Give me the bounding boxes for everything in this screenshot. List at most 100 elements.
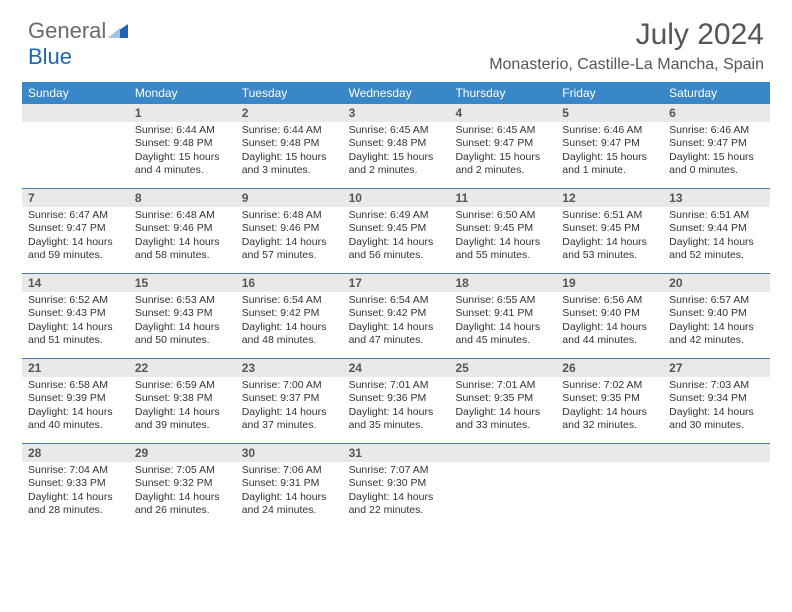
day-cell: 28Sunrise: 7:04 AMSunset: 9:33 PMDayligh… — [22, 444, 129, 522]
day-number: 3 — [343, 104, 450, 122]
brand-triangle-icon — [108, 18, 128, 44]
sunset-text: Sunset: 9:47 PM — [669, 137, 764, 150]
sunrise-text: Sunrise: 6:48 AM — [135, 209, 230, 222]
sunrise-text: Sunrise: 6:51 AM — [669, 209, 764, 222]
day-body: Sunrise: 6:47 AMSunset: 9:47 PMDaylight:… — [22, 207, 129, 265]
daylight-text: Daylight: 14 hours and 50 minutes. — [135, 321, 230, 348]
header: GeneralBlue July 2024 Monasterio, Castil… — [0, 0, 792, 74]
week-row: 14Sunrise: 6:52 AMSunset: 9:43 PMDayligh… — [22, 273, 770, 358]
sunset-text: Sunset: 9:47 PM — [562, 137, 657, 150]
calendar: Sunday Monday Tuesday Wednesday Thursday… — [22, 82, 770, 528]
day-number: 24 — [343, 359, 450, 377]
day-cell: 7Sunrise: 6:47 AMSunset: 9:47 PMDaylight… — [22, 189, 129, 267]
sunrise-text: Sunrise: 7:01 AM — [455, 379, 550, 392]
day-number: 26 — [556, 359, 663, 377]
day-number: 11 — [449, 189, 556, 207]
daylight-text: Daylight: 14 hours and 45 minutes. — [455, 321, 550, 348]
sunrise-text: Sunrise: 6:46 AM — [562, 124, 657, 137]
sunset-text: Sunset: 9:40 PM — [562, 307, 657, 320]
daylight-text: Daylight: 15 hours and 3 minutes. — [242, 151, 337, 178]
day-number: 22 — [129, 359, 236, 377]
dow-cell: Sunday — [22, 82, 129, 104]
day-cell — [449, 444, 556, 522]
day-cell: 8Sunrise: 6:48 AMSunset: 9:46 PMDaylight… — [129, 189, 236, 267]
sunset-text: Sunset: 9:47 PM — [28, 222, 123, 235]
daylight-text: Daylight: 14 hours and 22 minutes. — [349, 491, 444, 518]
sunset-text: Sunset: 9:48 PM — [349, 137, 444, 150]
sunset-text: Sunset: 9:46 PM — [242, 222, 337, 235]
day-number: 20 — [663, 274, 770, 292]
sunrise-text: Sunrise: 7:05 AM — [135, 464, 230, 477]
sunset-text: Sunset: 9:41 PM — [455, 307, 550, 320]
day-cell: 27Sunrise: 7:03 AMSunset: 9:34 PMDayligh… — [663, 359, 770, 437]
day-cell: 14Sunrise: 6:52 AMSunset: 9:43 PMDayligh… — [22, 274, 129, 352]
daylight-text: Daylight: 14 hours and 30 minutes. — [669, 406, 764, 433]
day-cell: 25Sunrise: 7:01 AMSunset: 9:35 PMDayligh… — [449, 359, 556, 437]
weeks-container: 1Sunrise: 6:44 AMSunset: 9:48 PMDaylight… — [22, 104, 770, 528]
day-cell: 15Sunrise: 6:53 AMSunset: 9:43 PMDayligh… — [129, 274, 236, 352]
day-cell: 17Sunrise: 6:54 AMSunset: 9:42 PMDayligh… — [343, 274, 450, 352]
sunrise-text: Sunrise: 6:45 AM — [455, 124, 550, 137]
day-body: Sunrise: 6:58 AMSunset: 9:39 PMDaylight:… — [22, 377, 129, 435]
daylight-text: Daylight: 15 hours and 4 minutes. — [135, 151, 230, 178]
day-cell: 24Sunrise: 7:01 AMSunset: 9:36 PMDayligh… — [343, 359, 450, 437]
sunrise-text: Sunrise: 6:57 AM — [669, 294, 764, 307]
location: Monasterio, Castille-La Mancha, Spain — [489, 56, 764, 74]
day-cell: 16Sunrise: 6:54 AMSunset: 9:42 PMDayligh… — [236, 274, 343, 352]
sunrise-text: Sunrise: 6:54 AM — [242, 294, 337, 307]
day-cell: 26Sunrise: 7:02 AMSunset: 9:35 PMDayligh… — [556, 359, 663, 437]
daylight-text: Daylight: 15 hours and 2 minutes. — [455, 151, 550, 178]
day-cell: 6Sunrise: 6:46 AMSunset: 9:47 PMDaylight… — [663, 104, 770, 182]
day-number: 8 — [129, 189, 236, 207]
sunrise-text: Sunrise: 6:51 AM — [562, 209, 657, 222]
sunset-text: Sunset: 9:46 PM — [135, 222, 230, 235]
day-number: 27 — [663, 359, 770, 377]
day-body: Sunrise: 6:45 AMSunset: 9:47 PMDaylight:… — [449, 122, 556, 180]
day-body: Sunrise: 6:53 AMSunset: 9:43 PMDaylight:… — [129, 292, 236, 350]
day-cell — [22, 104, 129, 182]
week-row: 28Sunrise: 7:04 AMSunset: 9:33 PMDayligh… — [22, 443, 770, 528]
daylight-text: Daylight: 14 hours and 53 minutes. — [562, 236, 657, 263]
sunset-text: Sunset: 9:45 PM — [455, 222, 550, 235]
dow-cell: Friday — [556, 82, 663, 104]
day-body: Sunrise: 7:05 AMSunset: 9:32 PMDaylight:… — [129, 462, 236, 520]
sunset-text: Sunset: 9:33 PM — [28, 477, 123, 490]
day-cell: 13Sunrise: 6:51 AMSunset: 9:44 PMDayligh… — [663, 189, 770, 267]
day-body: Sunrise: 6:44 AMSunset: 9:48 PMDaylight:… — [129, 122, 236, 180]
sunrise-text: Sunrise: 6:58 AM — [28, 379, 123, 392]
day-cell: 23Sunrise: 7:00 AMSunset: 9:37 PMDayligh… — [236, 359, 343, 437]
day-cell: 5Sunrise: 6:46 AMSunset: 9:47 PMDaylight… — [556, 104, 663, 182]
daylight-text: Daylight: 14 hours and 47 minutes. — [349, 321, 444, 348]
sunrise-text: Sunrise: 7:01 AM — [349, 379, 444, 392]
day-body: Sunrise: 7:03 AMSunset: 9:34 PMDaylight:… — [663, 377, 770, 435]
daylight-text: Daylight: 14 hours and 28 minutes. — [28, 491, 123, 518]
day-number — [663, 444, 770, 462]
sunrise-text: Sunrise: 7:07 AM — [349, 464, 444, 477]
day-number: 29 — [129, 444, 236, 462]
sunset-text: Sunset: 9:45 PM — [349, 222, 444, 235]
day-cell: 22Sunrise: 6:59 AMSunset: 9:38 PMDayligh… — [129, 359, 236, 437]
sunrise-text: Sunrise: 6:50 AM — [455, 209, 550, 222]
sunset-text: Sunset: 9:34 PM — [669, 392, 764, 405]
daylight-text: Daylight: 14 hours and 33 minutes. — [455, 406, 550, 433]
daylight-text: Daylight: 14 hours and 52 minutes. — [669, 236, 764, 263]
day-number: 17 — [343, 274, 450, 292]
day-body: Sunrise: 7:01 AMSunset: 9:36 PMDaylight:… — [343, 377, 450, 435]
day-number: 9 — [236, 189, 343, 207]
day-body: Sunrise: 6:49 AMSunset: 9:45 PMDaylight:… — [343, 207, 450, 265]
dow-cell: Saturday — [663, 82, 770, 104]
sunrise-text: Sunrise: 7:06 AM — [242, 464, 337, 477]
day-number: 1 — [129, 104, 236, 122]
dow-cell: Wednesday — [343, 82, 450, 104]
dow-header-row: Sunday Monday Tuesday Wednesday Thursday… — [22, 82, 770, 104]
sunset-text: Sunset: 9:42 PM — [242, 307, 337, 320]
day-body: Sunrise: 7:02 AMSunset: 9:35 PMDaylight:… — [556, 377, 663, 435]
dow-cell: Monday — [129, 82, 236, 104]
day-cell: 9Sunrise: 6:48 AMSunset: 9:46 PMDaylight… — [236, 189, 343, 267]
sunset-text: Sunset: 9:31 PM — [242, 477, 337, 490]
daylight-text: Daylight: 14 hours and 24 minutes. — [242, 491, 337, 518]
day-number: 14 — [22, 274, 129, 292]
daylight-text: Daylight: 14 hours and 55 minutes. — [455, 236, 550, 263]
day-number — [22, 104, 129, 122]
day-number: 10 — [343, 189, 450, 207]
